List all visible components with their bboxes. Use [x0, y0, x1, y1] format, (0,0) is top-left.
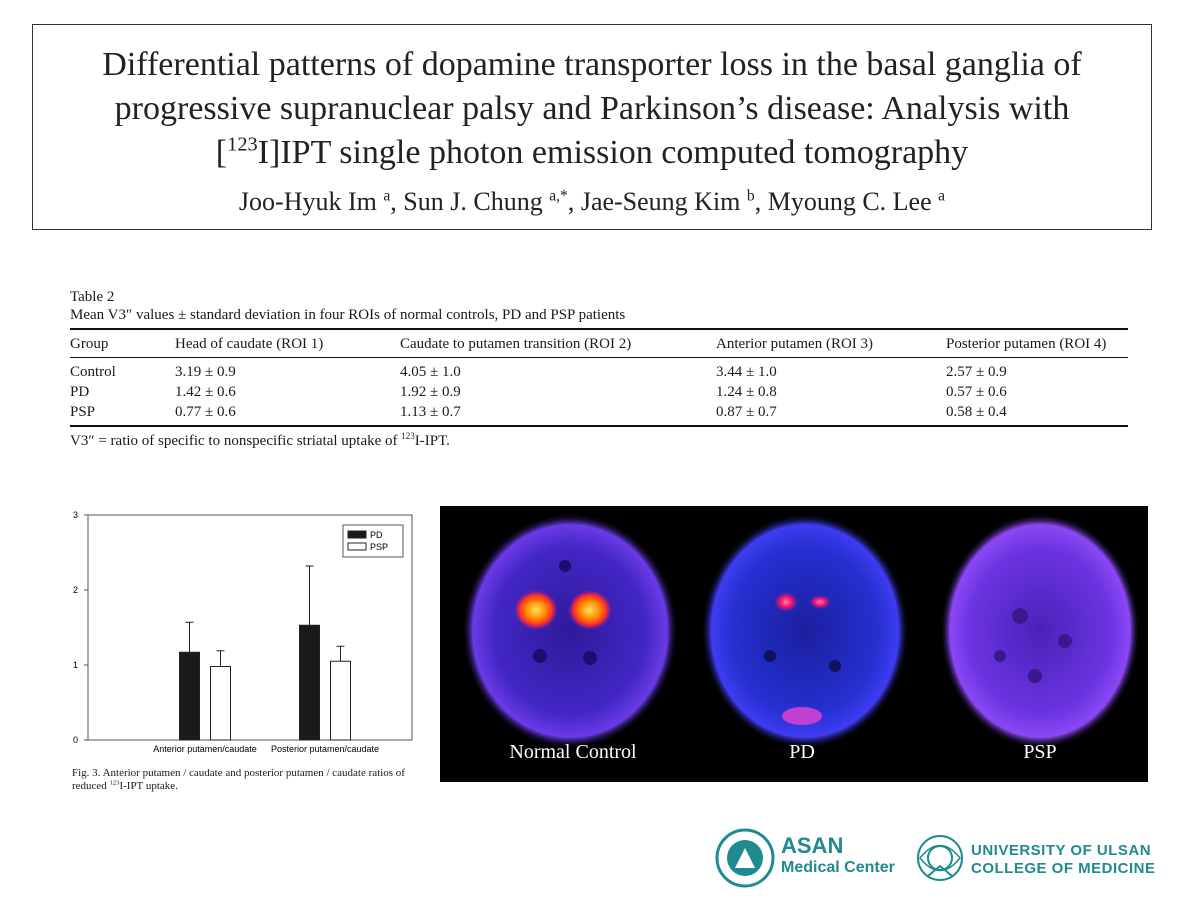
v3-table: Group Head of caudate (ROI 1) Caudate to…	[70, 328, 1128, 427]
table-footnote: V3″ = ratio of specific to nonspecific s…	[70, 431, 450, 450]
table-cell: 0.58 ± 0.4	[946, 404, 1007, 420]
spect-scans	[462, 513, 1140, 749]
table-row: PD 1.42 ± 0.6 1.92 ± 0.9 1.24 ± 0.8 0.57…	[70, 382, 1128, 402]
paper-header: Differential patterns of dopamine transp…	[32, 24, 1152, 230]
table-cell: 0.57 ± 0.6	[946, 384, 1007, 400]
legend-label-psp: PSP	[370, 542, 388, 552]
table-cell: 0.87 ± 0.7	[716, 404, 777, 420]
legend-swatch-psp	[347, 542, 367, 551]
table-row: Control 3.19 ± 0.9 4.05 ± 1.0 3.44 ± 1.0…	[70, 358, 1128, 383]
legend-box	[342, 524, 404, 558]
table-cell: 3.44 ± 1.0	[716, 364, 777, 380]
psp-scan	[940, 513, 1140, 749]
table-cell: 2.57 ± 0.9	[946, 364, 1007, 380]
table-row: PSP 0.77 ± 0.6 1.13 ± 0.7 0.87 ± 0.7 0.5…	[70, 402, 1128, 426]
figure-caption: Fig. 3. Anterior putamen / caudate and p…	[72, 767, 405, 792]
bar-pd	[179, 651, 200, 741]
ratio-bar-chart: 0 1 2 3 Anterior putamen/caudate Posterior pu…	[60, 505, 420, 805]
title-line-3-text: I]IPT single photon emission computed to…	[257, 134, 969, 171]
table-caption: Mean V3″ values ± standard deviation in …	[70, 307, 626, 323]
x-category-label: Posterior putamen/caudate	[271, 744, 379, 754]
y-tick-label: 0	[73, 735, 78, 745]
table-cell: PSP	[70, 404, 96, 420]
legend-label-pd: PD	[370, 530, 383, 540]
col-header: Group	[70, 329, 175, 358]
title-line-3: [123I]IPT single photon emission compute…	[73, 131, 1111, 175]
bar-psp	[210, 666, 231, 741]
ulsan-line-1: UNIVERSITY OF ULSAN	[971, 842, 1152, 859]
table-cell: 1.24 ± 0.8	[716, 384, 777, 400]
legend-swatch-pd	[347, 530, 367, 539]
asan-foundation-seal-icon	[715, 828, 775, 888]
y-tick-label: 3	[73, 510, 78, 520]
x-category-label: Anterior putamen/caudate	[153, 744, 257, 754]
title-isotope-sup: 123	[227, 133, 258, 156]
paper-title: Differential patterns of dopamine transp…	[73, 43, 1111, 175]
table-cell: 1.42 ± 0.6	[175, 384, 236, 400]
asan-wordmark: ASAN Medical Center	[781, 834, 895, 878]
title-line-1: Differential patterns of dopamine transp…	[102, 46, 1082, 83]
col-header: Anterior putamen (ROI 3)	[716, 329, 946, 358]
bar-pd	[299, 624, 320, 741]
title-bracket: [	[215, 134, 228, 171]
chart-svg: 0 1 2 3 Anterior putamen/caudate Posterior pu…	[73, 510, 413, 754]
asan-subtitle: Medical Center	[781, 859, 895, 876]
author-list: Joo-Hyuk Im a, Sun J. Chung a,*, Jae-Seu…	[33, 187, 1151, 217]
plot-frame	[87, 514, 413, 741]
asan-name: ASAN	[781, 833, 844, 858]
table-cell: Control	[70, 364, 116, 380]
table-cell: 4.05 ± 1.0	[400, 364, 461, 380]
ulsan-wordmark: UNIVERSITY OF ULSAN COLLEGE OF MEDICINE	[971, 842, 1156, 878]
table-header-row: Group Head of caudate (ROI 1) Caudate to…	[70, 329, 1128, 358]
col-header: Caudate to putamen transition (ROI 2)	[400, 329, 716, 358]
psp-label: PSP	[1023, 741, 1057, 763]
table-cell: 0.77 ± 0.6	[175, 404, 236, 420]
col-header: Head of caudate (ROI 1)	[175, 329, 400, 358]
spect-image-panel: Normal Control PD PSP	[440, 506, 1148, 782]
y-tick-label: 2	[73, 585, 78, 595]
table-2: Table 2 Mean V3″ values ± standard devia…	[70, 288, 1128, 450]
y-tick-label: 1	[73, 660, 78, 670]
bar-psp	[330, 660, 351, 741]
table-cell: 3.19 ± 0.9	[175, 364, 236, 380]
normal-control-label: Normal Control	[509, 741, 637, 763]
normal-control-scan	[462, 513, 678, 749]
author: Sun J. Chung a,*,	[403, 187, 581, 216]
table-cell: 1.13 ± 0.7	[400, 404, 461, 420]
table-label: Table 2	[70, 289, 115, 305]
author: Joo-Hyuk Im a,	[238, 187, 404, 216]
table-cell: 1.92 ± 0.9	[400, 384, 461, 400]
title-line-2: progressive supranuclear palsy and Parki…	[114, 90, 1070, 127]
pd-label: PD	[789, 741, 815, 763]
author: Myoung C. Lee a	[767, 187, 946, 216]
institution-logos: ASAN Medical Center UNIVERSITY OF ULSAN …	[715, 828, 1185, 890]
col-header: Posterior putamen (ROI 4)	[946, 329, 1128, 358]
table-cell: PD	[70, 384, 90, 400]
ulsan-line-2: COLLEGE OF MEDICINE	[971, 860, 1156, 877]
author: Jae-Seung Kim b,	[580, 187, 768, 216]
pd-scan	[701, 513, 909, 749]
ulsan-crest-icon	[917, 835, 963, 881]
